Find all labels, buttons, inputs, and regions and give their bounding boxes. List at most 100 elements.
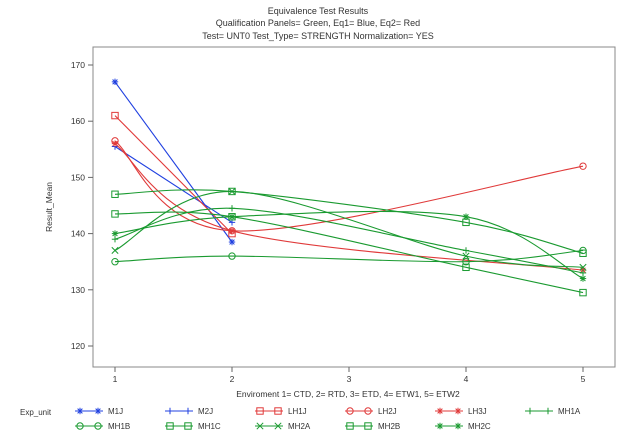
legend-marker-mh1b (76, 422, 84, 430)
legend-label-mh2b: MH2B (378, 422, 400, 431)
series-mh2c (111, 210, 587, 282)
legend-marker-m1j (94, 407, 102, 415)
x-tick-label: 3 (347, 374, 352, 384)
series-layer (111, 78, 587, 297)
y-tick-label: 140 (71, 229, 85, 239)
legend-marker-mh2c (436, 422, 444, 430)
legend-marker-mh1b (94, 422, 102, 430)
legend-label-mh1b: MH1B (108, 422, 130, 431)
legend-label-lh1j: LH1J (288, 407, 307, 416)
series-line-mh2c (114, 210, 584, 280)
x-tick-label: 1 (113, 374, 118, 384)
data-point-mh1c (111, 210, 119, 218)
legend-marker-lh1j (274, 407, 282, 415)
plot-frame (92, 46, 616, 368)
data-point-mh1c (579, 288, 587, 297)
data-point-mh1a (228, 205, 236, 212)
y-axis: 120 130 140 150 160 170 (71, 60, 93, 351)
x-axis-label: Enviroment 1= CTD, 2= RTD, 3= ETD, 4= ET… (236, 389, 460, 399)
legend-marker-mh1a (544, 407, 552, 415)
series-mh1a (111, 205, 587, 277)
legend-marker-mh2a (256, 422, 264, 430)
legend-label-mh2a: MH2A (288, 422, 311, 431)
data-point-mh2c (579, 275, 587, 282)
legend-label-mh2c: MH2C (468, 422, 491, 431)
data-point-mh1b (111, 258, 119, 266)
y-tick-label: 170 (71, 60, 85, 70)
legend-item-mh1a: MH1A (525, 407, 581, 416)
series-m1j (111, 78, 236, 246)
legend-marker-lh2j (346, 407, 354, 415)
data-point-lh3j (228, 227, 236, 234)
series-line-mh2b (114, 189, 584, 254)
y-axis-label: Result_Mean (44, 182, 54, 232)
legend-label-lh3j: LH3J (468, 407, 487, 416)
series-line-mh1c (114, 211, 584, 294)
legend-label-mh1a: MH1A (558, 407, 581, 416)
data-point-m1j (111, 78, 119, 86)
data-point-mh1b (462, 258, 470, 266)
legend-marker-lh3j (436, 407, 444, 415)
chart-title: Equivalence Test Results (267, 6, 369, 16)
y-tick-label: 130 (71, 285, 85, 295)
legend-item-m1j: M1J (75, 407, 123, 416)
y-tick-label: 150 (71, 172, 85, 182)
legend-marker-mh2b (346, 422, 354, 430)
legend-item-lh2j: LH2J (345, 407, 397, 416)
data-point-mh2b (111, 190, 119, 198)
chart-subtitle-2: Test= UNT0 Test_Type= STRENGTH Normaliza… (202, 31, 434, 41)
data-point-mh2a (111, 246, 119, 255)
data-point-mh2a (579, 263, 587, 271)
legend-marker-m1j (76, 407, 84, 415)
legend-label-m2j: M2J (198, 407, 213, 416)
data-point-lh3j (111, 140, 119, 147)
legend-title: Exp_unit (20, 408, 52, 417)
legend-marker-mh2a (274, 422, 282, 430)
series-line-m1j (114, 81, 233, 243)
series-mh2a (111, 187, 587, 271)
legend-item-lh3j: LH3J (435, 407, 487, 416)
legend-marker-mh1a (526, 407, 534, 415)
x-tick-label: 5 (581, 374, 586, 384)
series-line-mh1a (114, 207, 584, 274)
series-line-m2j (114, 146, 233, 223)
legend-item-mh2b: MH2B (345, 422, 400, 431)
x-tick-label: 4 (464, 374, 469, 384)
data-point-mh2b (579, 249, 587, 257)
data-point-lh1j (111, 111, 119, 120)
series-line-lh3j (114, 143, 584, 271)
legend-marker-lh1j (256, 407, 264, 415)
legend-marker-m2j (184, 407, 192, 415)
legend-item-m2j: M2J (165, 407, 213, 416)
y-tick-label: 160 (71, 116, 85, 126)
chart-subtitle: Qualification Panels= Green, Eq1= Blue, … (215, 18, 421, 28)
legend-marker-lh2j (364, 407, 372, 415)
data-point-mh1b (228, 252, 236, 260)
data-point-mh1c (462, 263, 470, 272)
legend-item-mh1c: MH1C (165, 422, 221, 431)
data-point-mh2b (228, 187, 236, 196)
series-mh1c (111, 210, 587, 297)
legend-item-lh1j: LH1J (255, 407, 307, 416)
legend: Exp_unit M1J M2J LH1J LH2J LH3J MH1A MH1B MH1C M… (20, 407, 581, 431)
x-axis: 1 2 3 4 5 (113, 367, 586, 384)
legend-marker-lh3j (454, 407, 462, 415)
data-point-mh2c (228, 213, 236, 220)
series-line-mh2a (114, 190, 584, 268)
series-line-lh2j (114, 140, 584, 232)
data-point-mh2c (462, 213, 470, 220)
series-lh3j (111, 140, 587, 274)
data-point-mh1a (462, 247, 470, 254)
legend-marker-mh2c (454, 422, 462, 430)
data-point-m1j (228, 238, 236, 246)
data-point-mh1a (111, 236, 119, 243)
legend-marker-mh1c (184, 422, 192, 430)
legend-marker-mh1c (166, 422, 174, 430)
legend-label-mh1c: MH1C (198, 422, 221, 431)
legend-marker-mh2b (364, 422, 372, 430)
legend-label-m1j: M1J (108, 407, 123, 416)
legend-item-mh2c: MH2C (435, 422, 491, 431)
legend-item-mh2a: MH2A (255, 422, 311, 431)
